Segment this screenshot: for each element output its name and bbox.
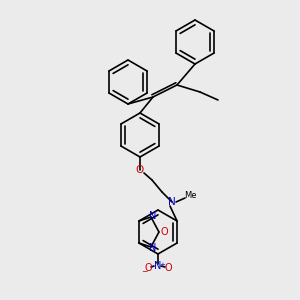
Text: N: N: [149, 211, 157, 221]
Text: O: O: [136, 165, 144, 175]
Text: N: N: [168, 197, 176, 207]
Text: +: +: [159, 262, 165, 268]
Text: O: O: [144, 263, 152, 273]
Text: N: N: [149, 243, 157, 253]
Text: Me: Me: [184, 191, 196, 200]
Text: O: O: [164, 263, 172, 273]
Text: N: N: [154, 261, 162, 271]
Text: O: O: [160, 227, 168, 237]
Text: −: −: [141, 268, 147, 277]
